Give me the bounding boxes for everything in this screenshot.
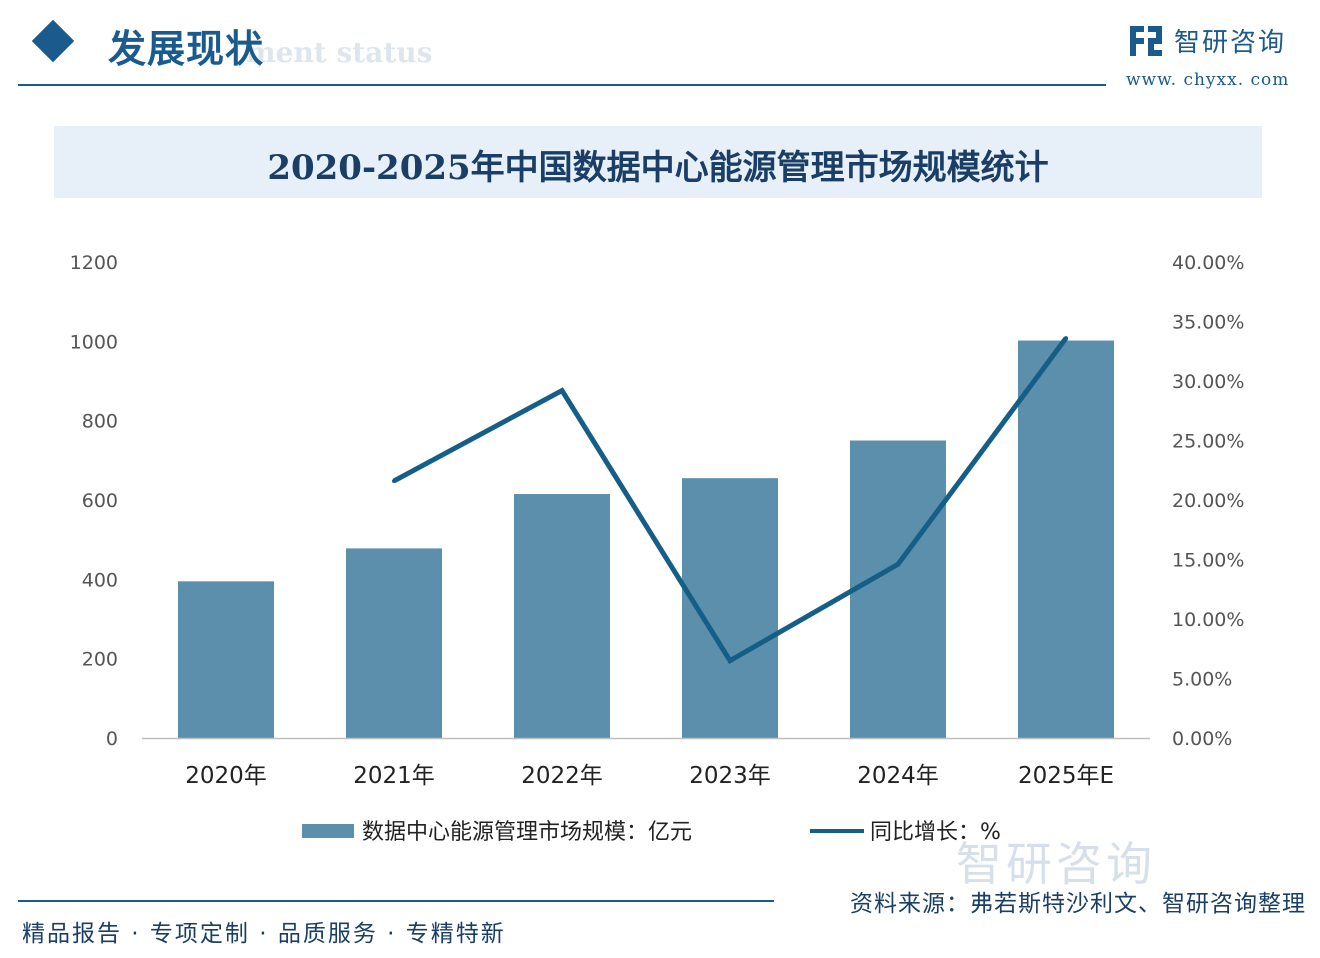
y-left-tick-label: 800 bbox=[82, 411, 118, 433]
growth-point-2 bbox=[560, 388, 564, 393]
data-source: 资料来源：弗若斯特沙利文、智研咨询整理 bbox=[850, 891, 1306, 917]
header-divider bbox=[18, 84, 1106, 86]
section-subtitle: ment status bbox=[246, 36, 433, 69]
footer-slogan: 精品报告 · 专项定制 · 品质服务 · 专精特新 bbox=[22, 921, 506, 947]
section-title: 发展现状 bbox=[108, 26, 265, 71]
bar-2 bbox=[514, 494, 610, 738]
y-right-tick-label: 30.00% bbox=[1172, 371, 1244, 393]
y-left-tick-label: 200 bbox=[82, 649, 118, 671]
growth-point-1 bbox=[392, 478, 396, 483]
x-tick-label-0: 2020年 bbox=[185, 763, 267, 789]
page-header: ment status 发展现状 智研咨询 www. chyxx. com bbox=[0, 0, 1320, 100]
y-left-tick-label: 600 bbox=[82, 490, 118, 512]
growth-point-3 bbox=[728, 658, 732, 663]
bar-0 bbox=[178, 581, 274, 738]
y-right-tick-label: 0.00% bbox=[1172, 728, 1232, 750]
x-tick-label-4: 2024年 bbox=[857, 763, 939, 789]
bar-1 bbox=[346, 548, 442, 738]
diamond-icon bbox=[31, 19, 75, 63]
y-right-tick-label: 20.00% bbox=[1172, 490, 1244, 512]
legend-label-bar: 数据中心能源管理市场规模：亿元 bbox=[362, 820, 693, 845]
growth-point-4 bbox=[896, 562, 900, 567]
chart-canvas: 0 200 400 600 800 1000 1200 0.00% 5.00% 10.00% 15.… bbox=[70, 252, 1245, 789]
footer-divider bbox=[18, 900, 774, 902]
y-left-tick-label: 0 bbox=[106, 728, 118, 750]
brand-url: www. chyxx. com bbox=[1126, 70, 1290, 90]
legend-swatch-line bbox=[810, 829, 864, 833]
chart-legend: 数据中心能源管理市场规模：亿元 同比增长：% bbox=[0, 812, 1320, 852]
y-left-tick-label: 400 bbox=[82, 569, 118, 591]
logo-mark-icon bbox=[1130, 26, 1162, 56]
chart-title-band bbox=[54, 126, 1262, 198]
y-right-tick-label: 15.00% bbox=[1172, 550, 1244, 572]
y-right-tick-label: 10.00% bbox=[1172, 609, 1244, 631]
x-tick-label-3: 2023年 bbox=[689, 763, 771, 789]
bar-4 bbox=[850, 440, 946, 738]
y-right-tick-label: 25.00% bbox=[1172, 431, 1244, 453]
bar-5 bbox=[1018, 340, 1114, 738]
watermark-text: 智研咨询 bbox=[956, 837, 1156, 891]
y-right-tick-label: 5.00% bbox=[1172, 669, 1232, 691]
x-tick-label-2: 2022年 bbox=[521, 763, 603, 789]
brand-name: 智研咨询 bbox=[1174, 28, 1287, 58]
legend-label-line: 同比增长：% bbox=[870, 820, 1001, 845]
x-tick-label-1: 2021年 bbox=[353, 763, 435, 789]
y-right-tick-label: 40.00% bbox=[1172, 252, 1244, 274]
x-tick-label-5: 2025年E bbox=[1018, 763, 1114, 789]
y-left-tick-label: 1200 bbox=[70, 252, 118, 274]
chart-title: 2020-2025年中国数据中心能源管理市场规模统计 bbox=[267, 148, 1049, 188]
legend-swatch-bar bbox=[302, 824, 354, 838]
y-right-tick-label: 35.00% bbox=[1172, 312, 1244, 334]
growth-point-5 bbox=[1064, 336, 1068, 341]
y-left-tick-label: 1000 bbox=[70, 331, 118, 353]
